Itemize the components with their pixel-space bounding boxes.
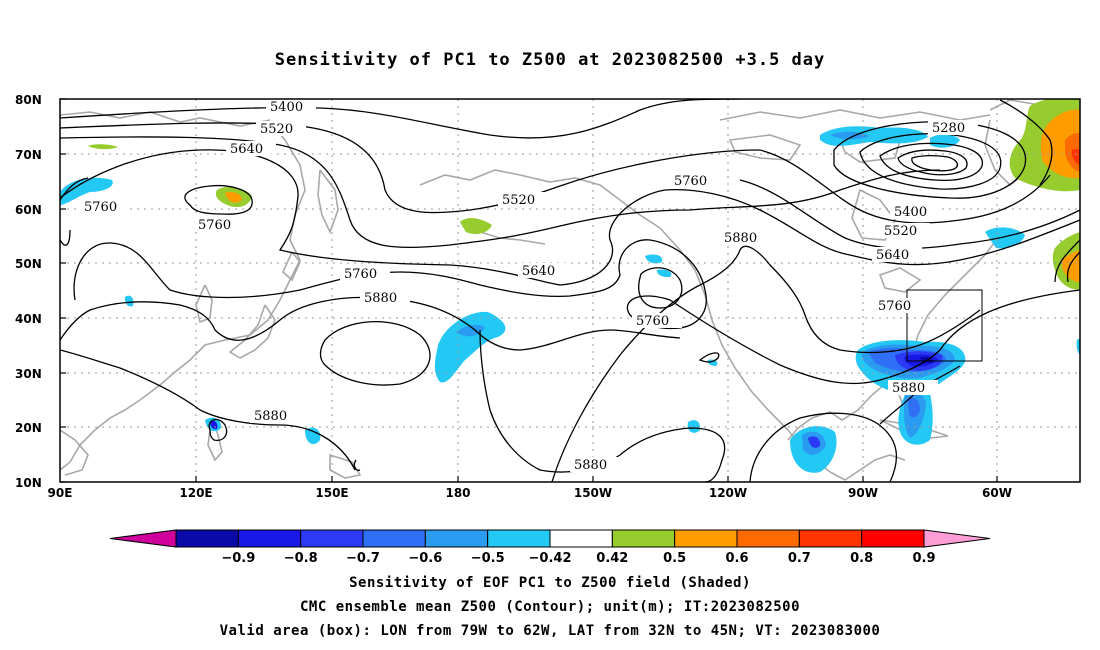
contour-label: 5640 <box>522 264 555 279</box>
contour-label: 5520 <box>502 193 535 208</box>
colorbar-extend-high <box>923 529 991 548</box>
lon-label: 120E <box>179 486 212 500</box>
colorbar: −0.9 −0.8 −0.7 −0.6 −0.5 −0.42 0.42 0.5 0.6 0.7 0.… <box>109 529 991 566</box>
map-frame <box>59 98 1081 483</box>
lat-label: 70N <box>15 148 42 162</box>
colorbar-tick-label: 0.8 <box>850 551 873 566</box>
colorbar-tick-label: 0.6 <box>725 551 748 566</box>
colorbar-tick-label: −0.9 <box>221 551 255 566</box>
footer-line-2: CMC ensemble mean Z500 (Contour); unit(m… <box>299 599 800 615</box>
colorbar-segment <box>175 529 239 548</box>
colorbar-tick-label: 0.42 <box>596 551 628 566</box>
footer-line-3: Valid area (box): LON from 79W to 62W, L… <box>219 623 881 639</box>
lat-label: 40N <box>15 312 42 326</box>
lon-label: 90E <box>48 486 73 500</box>
colorbar-tick-label: −0.7 <box>346 551 380 566</box>
lon-label: 150W <box>574 486 612 500</box>
lat-label: 30N <box>15 367 42 381</box>
contour-label: 5880 <box>892 381 925 396</box>
colorbar-segment <box>300 529 364 548</box>
colorbar-extend-low <box>109 529 177 548</box>
colorbar-segment <box>549 529 613 548</box>
colorbar-tick-label: 0.5 <box>663 551 686 566</box>
contour-label: 5520 <box>884 224 917 239</box>
colorbar-segment <box>237 529 302 548</box>
colorbar-segment <box>798 529 863 548</box>
axis-ticks <box>60 98 998 483</box>
contour-label: 5760 <box>636 314 669 329</box>
lat-label: 60N <box>15 203 42 217</box>
contour-label: 5400 <box>270 100 303 115</box>
lon-label: 180 <box>445 486 470 500</box>
footer-line-1: Sensitivity of EOF PC1 to Z500 field (Sh… <box>349 575 751 591</box>
contour-label: 5880 <box>254 409 287 424</box>
contour-label: 5880 <box>724 231 757 246</box>
lat-label: 20N <box>15 421 42 435</box>
contour-label: 5760 <box>878 299 911 314</box>
contour-label-layer: 5400 5520 5640 5760 5760 5520 5760 5640 … <box>80 99 978 473</box>
contour-label: 5760 <box>84 200 117 215</box>
valid-area-box <box>906 289 983 362</box>
colorbar-segment <box>611 529 676 548</box>
colorbar-segment <box>424 529 489 548</box>
lat-label: 10N <box>15 476 42 490</box>
contour-label: 5640 <box>876 248 909 263</box>
colorbar-tick-label: 0.9 <box>912 551 935 566</box>
colorbar-segment <box>736 529 800 548</box>
colorbar-tick-label: −0.5 <box>471 551 505 566</box>
contour-label: 5640 <box>230 142 263 157</box>
contour-label: 5280 <box>932 121 965 136</box>
lon-label: 120W <box>709 486 747 500</box>
colorbar-tick-label: −0.8 <box>284 551 318 566</box>
lon-label: 150E <box>315 486 348 500</box>
contour-label: 5400 <box>894 205 927 220</box>
lat-label: 80N <box>15 93 42 107</box>
contour-label: 5760 <box>198 218 231 233</box>
colorbar-tick-label: −0.6 <box>408 551 442 566</box>
colorbar-segment <box>674 529 738 548</box>
contour-label: 5760 <box>674 174 707 189</box>
contour-label: 5760 <box>344 267 377 282</box>
colorbar-segment <box>487 529 551 548</box>
chart-title: Sensitivity of PC1 to Z500 at 2023082500… <box>274 50 826 70</box>
colorbar-tick-label: 0.7 <box>788 551 811 566</box>
colorbar-segment <box>362 529 426 548</box>
contour-label: 5520 <box>260 122 293 137</box>
lat-label: 50N <box>15 257 42 271</box>
colorbar-segment <box>861 529 925 548</box>
lon-label: 90W <box>848 486 878 500</box>
contour-label: 5880 <box>364 291 397 306</box>
lon-label: 60W <box>982 486 1012 500</box>
colorbar-tick-label: −0.42 <box>529 551 572 566</box>
coastlines <box>60 99 1080 481</box>
contour-label: 5880 <box>574 458 607 473</box>
